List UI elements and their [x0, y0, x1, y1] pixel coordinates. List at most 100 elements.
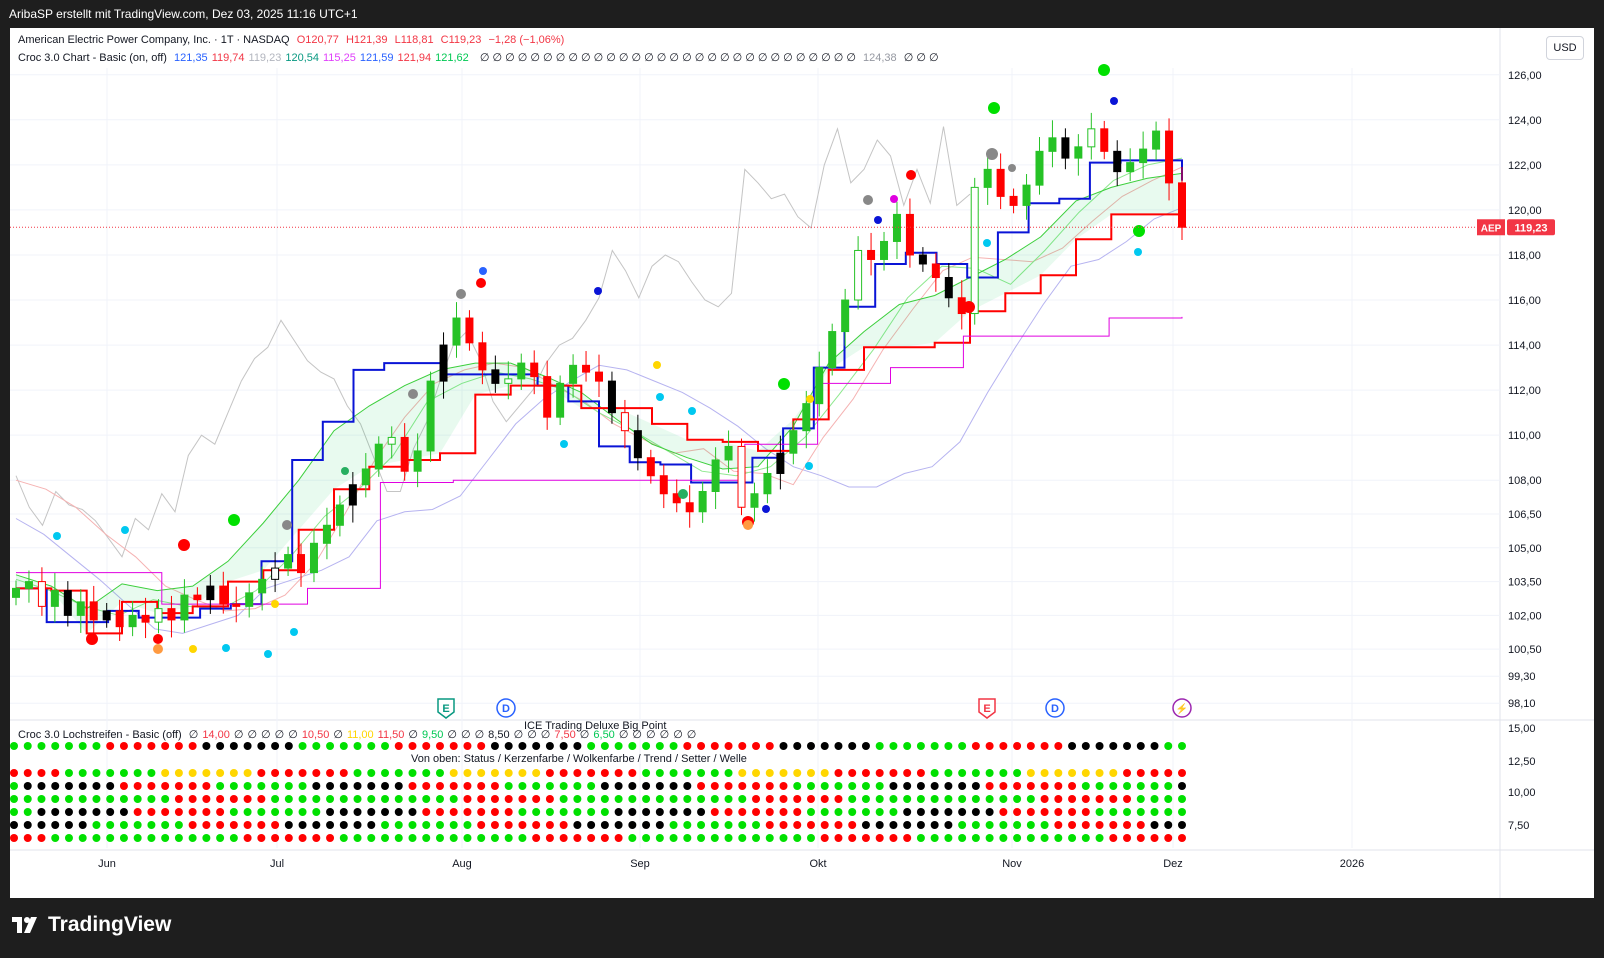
matrix-dot: [477, 742, 486, 750]
matrix-dot: [600, 821, 609, 829]
matrix-dot: [600, 782, 609, 790]
matrix-dot: [999, 834, 1008, 842]
matrix-dot: [394, 742, 403, 750]
matrix-dot: [710, 742, 719, 750]
matrix-dot: [216, 795, 225, 803]
matrix-dot: [518, 742, 527, 750]
matrix-dot: [971, 834, 980, 842]
matrix-dot: [1109, 808, 1118, 816]
matrix-dot: [408, 742, 417, 750]
matrix-dot: [174, 808, 183, 816]
sub-legend-value-16: 8,50: [488, 729, 510, 741]
matrix-dot: [37, 821, 46, 829]
signal-dot: [678, 489, 688, 499]
matrix-dot: [381, 808, 390, 816]
matrix-dot: [449, 769, 458, 777]
matrix-dot: [903, 795, 912, 803]
matrix-dot: [999, 795, 1008, 803]
matrix-dot: [1040, 808, 1049, 816]
matrix-dot: [106, 769, 115, 777]
matrix-dot: [449, 808, 458, 816]
matrix-dot: [752, 821, 761, 829]
matrix-dot: [449, 782, 458, 790]
candle-body: [1074, 146, 1083, 159]
overlay-label: ICE Trading Deluxe Big Point: [524, 720, 667, 732]
matrix-dot: [174, 821, 183, 829]
signal-dot: [806, 395, 814, 403]
matrix-dot: [1123, 808, 1132, 816]
matrix-dot: [284, 808, 293, 816]
matrix-dot: [848, 742, 857, 750]
candle-body: [232, 603, 241, 607]
matrix-dot: [793, 742, 802, 750]
event-marker-label: E: [983, 703, 990, 715]
matrix-dot: [78, 821, 87, 829]
signal-dot: [890, 195, 898, 203]
matrix-dot: [875, 795, 884, 803]
matrix-dot: [229, 834, 238, 842]
matrix-dot: [710, 834, 719, 842]
matrix-dot: [133, 742, 142, 750]
matrix-dot: [408, 821, 417, 829]
matrix-dot: [257, 795, 266, 803]
currency-button[interactable]: USD: [1546, 36, 1584, 60]
sub-legend-value-1: 14,00: [202, 729, 230, 741]
sub-legend-value-12: 9,50: [421, 729, 444, 741]
chart-canvas[interactable]: 126,00 124,00 122,00 120,00 118,00 116,00 114,…: [10, 28, 1594, 898]
matrix-dot: [408, 808, 417, 816]
matrix-dot: [284, 769, 293, 777]
indicator-value-4: 115,25: [323, 52, 356, 64]
matrix-dot: [161, 795, 170, 803]
matrix-dot: [532, 795, 541, 803]
matrix-dot: [930, 795, 939, 803]
matrix-dot: [806, 769, 815, 777]
candle-body: [89, 601, 98, 621]
matrix-dot: [916, 782, 925, 790]
symbol-legend[interactable]: American Electric Power Company, Inc. · …: [18, 34, 568, 46]
matrix-dot: [848, 834, 857, 842]
signal-dot: [1098, 64, 1110, 76]
signal-dot: [688, 407, 696, 415]
matrix-dot: [504, 821, 513, 829]
indicator-legend[interactable]: Croc 3.0 Chart - Basic (on, off) 121,35 1…: [18, 51, 943, 64]
matrix-dot: [985, 821, 994, 829]
matrix-dot: [958, 742, 967, 750]
matrix-dot: [1013, 821, 1022, 829]
matrix-dot: [216, 808, 225, 816]
matrix-dot: [903, 742, 912, 750]
open-value: O120,77: [296, 34, 339, 46]
matrix-dot: [614, 782, 623, 790]
matrix-dot: [889, 834, 898, 842]
matrix-dot: [326, 808, 335, 816]
candle-body: [763, 472, 772, 495]
sub-legend[interactable]: Croc 3.0 Lochstreifen - Basic (off) ∅ 14,…: [18, 728, 704, 741]
symbol-name: American Electric Power Company, Inc. · …: [18, 34, 290, 46]
matrix-dot: [793, 834, 802, 842]
matrix-dot: [820, 834, 829, 842]
candle-body: [439, 344, 448, 382]
matrix-dot: [504, 834, 513, 842]
sub-legend-value-14: ∅: [460, 729, 471, 741]
matrix-dot: [738, 769, 747, 777]
matrix-dot: [806, 795, 815, 803]
matrix-dot: [958, 821, 967, 829]
matrix-dot: [559, 821, 568, 829]
tradingview-logo[interactable]: TradingView: [12, 913, 171, 937]
matrix-dot: [1054, 821, 1063, 829]
price-tick-label: 126,00: [1508, 70, 1542, 82]
matrix-dot: [820, 782, 829, 790]
matrix-dot: [958, 834, 967, 842]
matrix-dot: [339, 821, 348, 829]
matrix-dot: [408, 795, 417, 803]
candle-body: [996, 168, 1005, 197]
matrix-dot: [985, 782, 994, 790]
indicator-value-3: 120,54: [285, 52, 319, 64]
matrix-dot: [312, 808, 321, 816]
time-tick-label: Dez: [1163, 858, 1183, 870]
signal-dot: [805, 462, 813, 470]
matrix-dot: [1164, 821, 1173, 829]
matrix-dot: [1054, 834, 1063, 842]
matrix-dot: [655, 782, 664, 790]
chart-frame[interactable]: 126,00 124,00 122,00 120,00 118,00 116,00 114,…: [10, 28, 1594, 898]
matrix-dot: [477, 782, 486, 790]
